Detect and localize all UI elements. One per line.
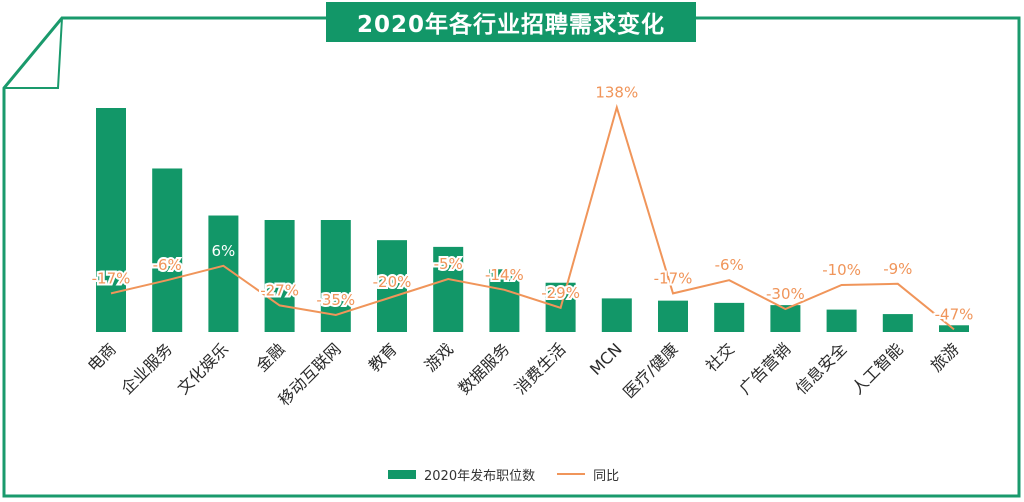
x-tick-11: 社交 xyxy=(702,339,738,375)
chart-title: 2020年各行业招聘需求变化 xyxy=(326,2,696,42)
bar-11 xyxy=(714,302,745,332)
legend-swatch-bar xyxy=(388,469,416,479)
yoy-label-10: -17% xyxy=(654,269,693,287)
yoy-label-7: -14% xyxy=(485,266,524,284)
yoy-line xyxy=(110,103,955,331)
x-tick-10: 医疗/健康 xyxy=(619,339,682,402)
bar-3 xyxy=(264,220,295,332)
yoy-label-9: 138% xyxy=(595,83,638,101)
bar-13 xyxy=(826,309,857,332)
legend-swatch-line xyxy=(557,473,586,475)
yoy-label-0: -17% xyxy=(92,269,131,287)
bar-5 xyxy=(377,240,407,332)
yoy-label-2: 6% xyxy=(212,242,236,260)
legend-label-line: 同比 xyxy=(593,468,620,484)
yoy-label-13: -10% xyxy=(822,261,861,279)
x-tick-7: 数据服务 xyxy=(455,339,514,398)
x-tick-2: 文化娱乐 xyxy=(174,339,233,398)
yoy-label-14: -9% xyxy=(883,260,912,278)
x-tick-15: 旅游 xyxy=(927,339,963,375)
x-tick-0: 电商 xyxy=(84,339,120,375)
legend-item-bar: 2020年发布职位数 xyxy=(388,465,535,484)
x-tick-9: MCN xyxy=(586,339,626,379)
yoy-label-3: -27% xyxy=(260,281,299,299)
x-tick-14: 人工智能 xyxy=(848,339,907,398)
legend: 2020年发布职位数 同比 xyxy=(388,464,619,484)
bar-14 xyxy=(882,314,913,332)
yoy-label-8: -29% xyxy=(541,284,580,302)
x-tick-1: 企业服务 xyxy=(117,339,176,398)
bar-10 xyxy=(658,300,688,332)
x-tick-6: 游戏 xyxy=(421,339,457,375)
yoy-label-1: -6% xyxy=(153,256,182,274)
bar-1 xyxy=(152,168,183,332)
yoy-label-5: -20% xyxy=(373,273,412,291)
bar-6 xyxy=(433,246,464,332)
yoy-label-4: -35% xyxy=(316,291,355,309)
x-tick-3: 金融 xyxy=(252,339,288,375)
x-tick-12: 广告营销 xyxy=(736,339,795,398)
yoy-label-12: -30% xyxy=(766,285,805,303)
x-tick-13: 信息安全 xyxy=(792,339,851,398)
legend-label-bar: 2020年发布职位数 xyxy=(424,468,536,484)
yoy-label-15: -47% xyxy=(935,305,974,323)
legend-item-line: 同比 xyxy=(557,465,619,484)
x-tick-8: 消费生活 xyxy=(511,339,570,398)
bar-9 xyxy=(601,298,632,332)
yoy-label-6: -5% xyxy=(434,255,463,273)
bar-0 xyxy=(96,108,126,332)
bar-7 xyxy=(489,269,520,332)
x-tick-5: 教育 xyxy=(365,339,401,375)
yoy-label-11: -6% xyxy=(715,256,744,274)
